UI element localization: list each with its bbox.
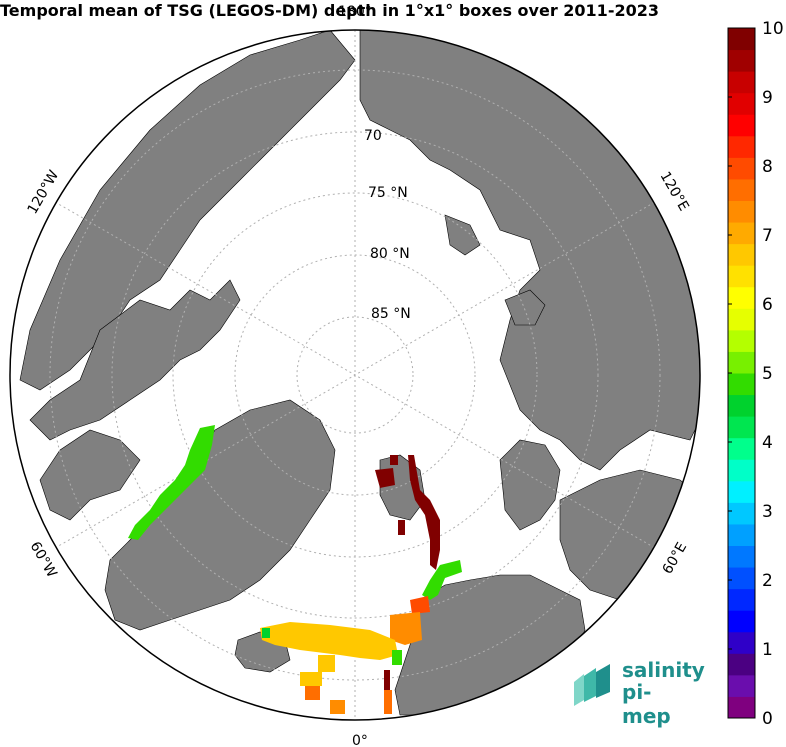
colorbar-tick-label: 7 — [762, 226, 773, 246]
colorbar-swatch — [728, 200, 755, 223]
lat-label-80: 80 °N — [370, 246, 410, 262]
colorbar-swatch — [728, 71, 755, 94]
colorbar-tick-label: 10 — [762, 19, 784, 39]
colorbar-tick-label: 2 — [762, 571, 773, 591]
colorbar-swatch — [728, 502, 755, 525]
colorbar-swatch — [728, 459, 755, 482]
colorbar-swatch — [728, 157, 755, 180]
data-cell — [305, 686, 320, 700]
lat-label-70: 70 — [364, 128, 382, 144]
logo-mark-icon — [574, 664, 610, 706]
colorbar-tick-label: 3 — [762, 502, 773, 522]
colorbar-ticks: 0 1 2 3 4 5 6 7 8 9 10 — [728, 19, 784, 729]
data-cell — [375, 468, 395, 488]
colorbar-swatch — [728, 394, 755, 417]
colorbar-swatch — [728, 653, 755, 676]
data-cell — [390, 612, 422, 645]
colorbar-tick-label: 1 — [762, 640, 773, 660]
colorbar-tick-label: 5 — [762, 364, 773, 384]
colorbar-swatch — [728, 243, 755, 266]
colorbar-swatch — [728, 674, 755, 697]
colorbar-tick-label: 4 — [762, 433, 773, 453]
data-cell — [410, 596, 430, 614]
lon-label-top: 180° — [338, 4, 372, 20]
colorbar-swatch — [728, 480, 755, 503]
data-cell — [262, 628, 270, 638]
colorbar-swatch — [728, 373, 755, 396]
map-title: Temporal mean of TSG (LEGOS-DM) depth in… — [0, 1, 659, 20]
colorbar-swatch — [728, 265, 755, 288]
data-cell — [398, 520, 405, 535]
data-cell — [128, 425, 215, 540]
data-cell — [318, 655, 335, 672]
data-cell — [384, 670, 390, 690]
colorbar-tick-label: 8 — [762, 157, 773, 177]
graticule — [49, 30, 661, 720]
colorbar-swatch — [728, 135, 755, 158]
colorbar-tick-label: 0 — [762, 709, 773, 729]
data-cells — [128, 425, 462, 714]
colorbar-swatch — [728, 178, 755, 201]
colorbar-swatch — [728, 588, 755, 611]
colorbar-frame — [727, 27, 756, 719]
data-cell — [408, 455, 440, 570]
data-cell — [260, 622, 398, 660]
data-cell — [390, 455, 398, 465]
lat-label-85: 85 °N — [371, 306, 411, 322]
map-border — [9, 29, 701, 721]
colorbar-swatch — [728, 416, 755, 439]
lon-label-bottom: 0° — [352, 733, 368, 747]
colorbar-tick-label: 9 — [762, 88, 773, 108]
salinity-pi-mep-logo: salinity pi-mep — [570, 658, 705, 728]
data-cell — [330, 700, 345, 714]
colorbar-swatch — [728, 523, 755, 546]
colorbar-swatch — [728, 567, 755, 590]
colorbar-swatch — [728, 437, 755, 460]
colorbar-swatch — [728, 28, 755, 51]
colorbar-swatch — [728, 610, 755, 633]
colorbar-swatch — [728, 92, 755, 115]
colorbar-swatch — [728, 222, 755, 245]
data-cell — [300, 672, 322, 686]
colorbar-swatch — [728, 696, 755, 719]
colorbar-swatch — [728, 351, 755, 374]
colorbar-swatches — [728, 28, 755, 719]
colorbar-swatch — [728, 286, 755, 309]
logo-text-line1: salinity — [622, 658, 705, 682]
colorbar-swatch — [728, 49, 755, 72]
colorbar-tick-label: 6 — [762, 295, 773, 315]
logo-text-line2: pi-mep — [622, 680, 671, 728]
colorbar-swatch — [728, 545, 755, 568]
data-cell — [392, 650, 402, 665]
colorbar-swatch — [728, 114, 755, 137]
polar-map: 70 75 °N 80 °N 85 °N 180° 0° 60°W 120°W … — [9, 4, 701, 747]
lat-label-75: 75 °N — [368, 185, 408, 201]
lon-label-right: 60°E — [660, 540, 691, 577]
data-cell — [422, 560, 462, 600]
data-cell — [384, 690, 392, 714]
lon-label-upper-right: 120°E — [657, 169, 692, 214]
colorbar-swatch — [728, 308, 755, 331]
colorbar-swatch — [728, 329, 755, 352]
colorbar-swatch — [728, 631, 755, 654]
